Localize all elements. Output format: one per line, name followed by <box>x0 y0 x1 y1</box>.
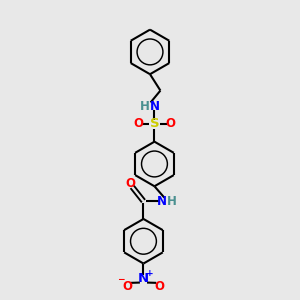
Text: O: O <box>122 280 132 293</box>
Text: O: O <box>155 280 165 293</box>
Text: O: O <box>133 117 143 130</box>
Text: S: S <box>150 117 159 130</box>
Text: H: H <box>167 195 177 208</box>
Text: −: − <box>117 275 124 284</box>
Text: +: + <box>146 269 153 278</box>
Text: H: H <box>140 100 150 112</box>
Text: N: N <box>138 272 149 286</box>
Text: O: O <box>166 117 176 130</box>
Text: N: N <box>157 195 167 208</box>
Text: N: N <box>149 100 160 112</box>
Text: O: O <box>125 177 135 190</box>
